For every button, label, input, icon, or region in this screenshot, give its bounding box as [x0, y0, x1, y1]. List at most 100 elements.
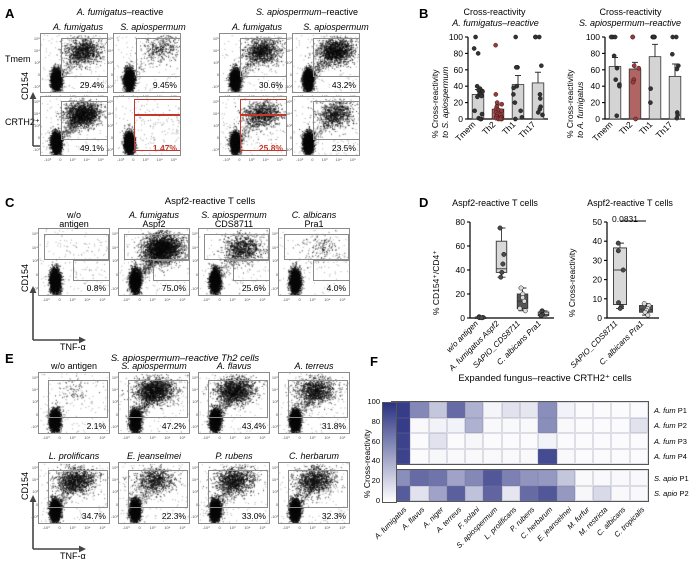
svg-text:60: 60 — [454, 65, 464, 75]
heatmap-cell — [629, 433, 648, 449]
heatmap-cell — [465, 402, 484, 418]
data-point — [474, 83, 480, 89]
panel-b-chart1-title-2: A. fumigatus–reactive — [452, 18, 539, 28]
heatmap-cell — [593, 433, 612, 449]
flow-y-ticks: 10⁵ 10⁴ 10³ 0 -10³ — [190, 464, 198, 520]
svg-text:20: 20 — [591, 98, 601, 108]
data-point — [641, 301, 647, 307]
flow-plot: 43.2% — [292, 33, 360, 93]
data-point — [493, 92, 499, 97]
data-point — [500, 261, 506, 267]
flow-y-ticks: 10⁵ 10⁴ 10³ 0 -10³ — [32, 35, 40, 89]
heatmap-cell — [593, 402, 612, 418]
data-point — [648, 100, 653, 105]
flow-plot: 2.1% — [38, 372, 110, 434]
category-label: Th2 — [617, 119, 635, 137]
data-point — [478, 116, 483, 122]
data-point — [535, 110, 541, 115]
data-point — [479, 315, 485, 321]
svg-text:0: 0 — [458, 114, 463, 124]
flow-plot: 75.0% — [118, 228, 190, 296]
flow-gate-percentage: 23.5% — [331, 143, 356, 153]
flow-y-ticks: 10⁵ 10⁴ 10³ 0 -10³ — [211, 98, 219, 152]
heatmap-cell — [446, 485, 466, 501]
heatmap-cell — [410, 485, 429, 501]
flow-gate-percentage: 29.4% — [79, 80, 104, 90]
svg-text:0: 0 — [460, 313, 465, 323]
heatmap-row-label: A. fum P4 — [654, 452, 687, 461]
heatmap-cell — [556, 417, 575, 433]
heatmap-cell — [501, 402, 520, 418]
flow-scatter-canvas — [293, 97, 359, 155]
flow-gate — [313, 101, 359, 140]
panel-e-axis-arrows — [26, 495, 96, 572]
heatmap-cell — [410, 402, 429, 418]
svg-text:20: 20 — [593, 275, 603, 285]
heatmap-cell — [629, 448, 648, 464]
panel-d-pvalue: 0.0831 — [612, 214, 638, 224]
bar — [628, 68, 642, 120]
svg-text:40: 40 — [591, 81, 601, 91]
flow-gate-percentage: 1.47% — [152, 143, 177, 153]
heatmap-cell — [520, 470, 539, 486]
heatmap-cell — [446, 402, 466, 418]
data-point — [473, 34, 478, 40]
data-point — [616, 300, 621, 306]
data-point — [471, 46, 477, 51]
data-point — [518, 285, 524, 291]
category-label: Th2 — [480, 119, 498, 137]
data-point — [479, 93, 484, 99]
svg-text:60: 60 — [456, 241, 466, 251]
panel-b-bar-chart-afum: 0 20 40 60 80 100 Tmem Th2 Th1 Th17 — [448, 32, 550, 163]
data-point — [630, 79, 636, 85]
svg-text:80: 80 — [456, 217, 466, 227]
colorbar-tick-label: 20 — [371, 476, 380, 486]
flow-scatter-canvas — [119, 463, 189, 523]
flow-gate — [240, 115, 286, 151]
heatmap-cell — [501, 417, 520, 433]
panel-b-letter: B — [419, 6, 429, 21]
heatmap-row-label: A. fum P2 — [654, 421, 687, 430]
heatmap-cell — [629, 470, 648, 486]
data-point — [475, 51, 481, 56]
svg-text:20: 20 — [454, 98, 464, 108]
data-point — [513, 116, 518, 122]
data-point — [673, 34, 679, 40]
panel-e-plot-header: P. rubens — [215, 451, 253, 461]
panel-c-plot-header-species: C. albicans — [291, 210, 337, 220]
svg-text:10: 10 — [593, 294, 603, 304]
panel-c-plot-header-antigen: Aspf2 — [142, 219, 166, 229]
flow-scatter-canvas — [39, 463, 109, 523]
flow-gate — [136, 38, 180, 77]
svg-text:30: 30 — [593, 255, 603, 265]
heatmap-cell — [574, 470, 594, 486]
panel-b-chart2-title-2: S. apiospermum–reactive — [578, 18, 682, 28]
heatmap-cell — [538, 448, 557, 464]
data-point — [651, 34, 657, 40]
category-label: Th1 — [637, 119, 655, 137]
flow-gate-upper — [204, 234, 269, 261]
flow-plot: 25.8% — [219, 96, 287, 156]
flow-scatter-canvas — [119, 229, 189, 295]
panel-e-plot-header: A. terreus — [294, 361, 334, 371]
flow-y-ticks: 10⁵ 10⁴ 10³ 0 -10³ — [30, 374, 38, 430]
flow-scatter-canvas — [39, 373, 109, 433]
heatmap-cell — [574, 417, 594, 433]
heatmap-cell — [520, 433, 539, 449]
heatmap-cell — [446, 448, 466, 464]
flow-scatter-canvas — [119, 373, 189, 433]
panel-a-row-label-crth2: CRTH2⁺ — [5, 117, 40, 127]
heatmap-cell — [611, 417, 630, 433]
flow-gate-percentage: 47.2% — [161, 421, 186, 431]
flow-gate — [47, 380, 109, 418]
data-point — [636, 65, 642, 71]
heatmap-row-label: S. apio P2 — [654, 489, 689, 498]
data-point — [620, 267, 626, 273]
panel-e-letter: E — [5, 351, 14, 366]
flow-scatter-canvas — [41, 97, 107, 155]
